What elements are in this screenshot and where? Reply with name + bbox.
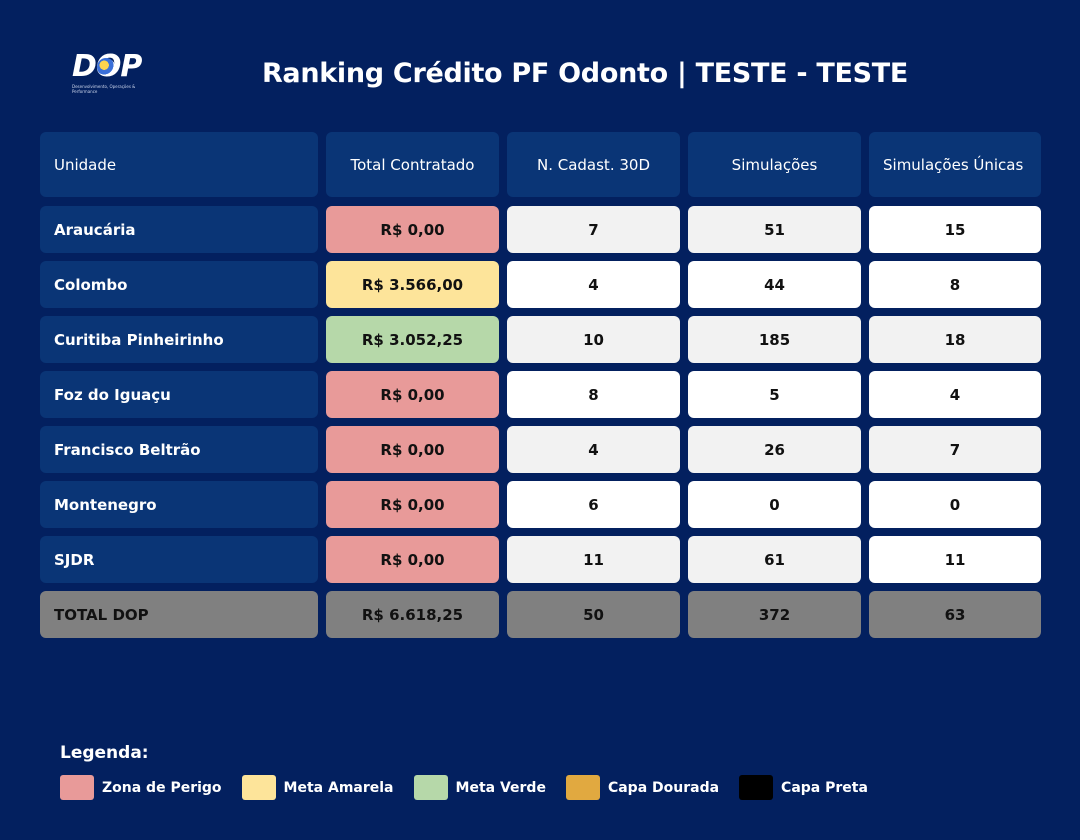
- total-contratado-cell: R$ 0,00: [326, 206, 499, 253]
- simulacoes-unicas-cell: 18: [869, 316, 1041, 363]
- unit-cell: Foz do Iguaçu: [40, 371, 318, 418]
- simulacoes-sum-cell: 372: [688, 591, 861, 638]
- unit-cell: SJDR: [40, 536, 318, 583]
- table-row: Araucária R$ 0,00 7 51 15: [40, 206, 1041, 253]
- legend-title: Legenda:: [60, 743, 149, 763]
- table-row: Foz do Iguaçu R$ 0,00 8 5 4: [40, 371, 1041, 418]
- legend-swatch: [739, 775, 774, 800]
- header-simulacoes: Simulações: [688, 132, 861, 197]
- cadastros-cell: 6: [507, 481, 680, 528]
- simulacoes-cell: 26: [688, 426, 861, 473]
- simulacoes-cell: 185: [688, 316, 861, 363]
- legend-swatch: [60, 775, 94, 800]
- legend-label: Meta Amarela: [283, 779, 394, 796]
- table-row: SJDR R$ 0,00 11 61 11: [40, 536, 1041, 583]
- header-simulacoes-unicas: Simulações Únicas: [869, 132, 1041, 197]
- simulacoes-unicas-cell: 0: [869, 481, 1041, 528]
- legend-swatch: [413, 775, 448, 800]
- legend-item-meta-amarela: Meta Amarela: [241, 775, 394, 800]
- header-total-contratado: Total Contratado: [326, 132, 499, 197]
- unit-cell: Francisco Beltrão: [40, 426, 318, 473]
- simulacoes-cell: 61: [688, 536, 861, 583]
- unit-cell: Montenegro: [40, 481, 318, 528]
- total-contratado-cell: R$ 0,00: [326, 481, 499, 528]
- total-contratado-sum-cell: R$ 6.618,25: [326, 591, 499, 638]
- total-contratado-cell: R$ 0,00: [326, 426, 499, 473]
- total-label-cell: TOTAL DOP: [40, 591, 318, 638]
- total-contratado-cell: R$ 3.052,25: [326, 316, 499, 363]
- simulacoes-unicas-cell: 11: [869, 536, 1041, 583]
- cadastros-cell: 8: [507, 371, 680, 418]
- legend: Zona de Perigo Meta Amarela Meta Verde C…: [60, 775, 888, 800]
- cadastros-cell: 10: [507, 316, 680, 363]
- total-contratado-cell: R$ 3.566,00: [326, 261, 499, 308]
- simulacoes-cell: 5: [688, 371, 861, 418]
- total-contratado-cell: R$ 0,00: [326, 371, 499, 418]
- simulacoes-unicas-sum-cell: 63: [869, 591, 1041, 638]
- logo-subtitle: Desenvolvimento, Operações & Performance: [72, 84, 136, 94]
- legend-label: Capa Dourada: [607, 779, 720, 796]
- simulacoes-cell: 51: [688, 206, 861, 253]
- legend-item-capa-dourada: Capa Dourada: [565, 775, 720, 800]
- legend-label: Zona de Perigo: [102, 779, 222, 796]
- legend-label: Meta Verde: [455, 779, 546, 796]
- cadastros-cell: 11: [507, 536, 680, 583]
- table-row: Curitiba Pinheirinho R$ 3.052,25 10 185 …: [40, 316, 1041, 363]
- legend-item-capa-preta: Capa Preta: [739, 775, 868, 800]
- globe-icon: [97, 58, 115, 76]
- legend-swatch: [565, 775, 600, 800]
- table-header-row: Unidade Total Contratado N. Cadast. 30D …: [40, 132, 1041, 197]
- dop-logo: DOP Desenvolvimento, Operações & Perform…: [70, 52, 150, 98]
- unit-cell: Colombo: [40, 261, 318, 308]
- cadastros-cell: 7: [507, 206, 680, 253]
- ranking-table: Unidade Total Contratado N. Cadast. 30D …: [40, 132, 1041, 646]
- cadastros-cell: 4: [507, 261, 680, 308]
- legend-item-meta-verde: Meta Verde: [413, 775, 546, 800]
- header-unidade: Unidade: [40, 132, 318, 197]
- page-title: Ranking Crédito PF Odonto | TESTE - TEST…: [261, 58, 909, 89]
- simulacoes-unicas-cell: 8: [869, 261, 1041, 308]
- cadastros-cell: 4: [507, 426, 680, 473]
- table-row: Montenegro R$ 0,00 6 0 0: [40, 481, 1041, 528]
- simulacoes-cell: 44: [688, 261, 861, 308]
- legend-swatch: [241, 775, 276, 800]
- legend-item-zona-de-perigo: Zona de Perigo: [60, 775, 222, 800]
- unit-cell: Curitiba Pinheirinho: [40, 316, 318, 363]
- simulacoes-cell: 0: [688, 481, 861, 528]
- total-contratado-cell: R$ 0,00: [326, 536, 499, 583]
- table-row: Colombo R$ 3.566,00 4 44 8: [40, 261, 1041, 308]
- simulacoes-unicas-cell: 15: [869, 206, 1041, 253]
- legend-label: Capa Preta: [781, 779, 868, 796]
- table-row: Francisco Beltrão R$ 0,00 4 26 7: [40, 426, 1041, 473]
- simulacoes-unicas-cell: 7: [869, 426, 1041, 473]
- unit-cell: Araucária: [40, 206, 318, 253]
- cadastros-sum-cell: 50: [507, 591, 680, 638]
- header-n-cadast: N. Cadast. 30D: [507, 132, 680, 197]
- simulacoes-unicas-cell: 4: [869, 371, 1041, 418]
- total-row: TOTAL DOP R$ 6.618,25 50 372 63: [40, 591, 1041, 638]
